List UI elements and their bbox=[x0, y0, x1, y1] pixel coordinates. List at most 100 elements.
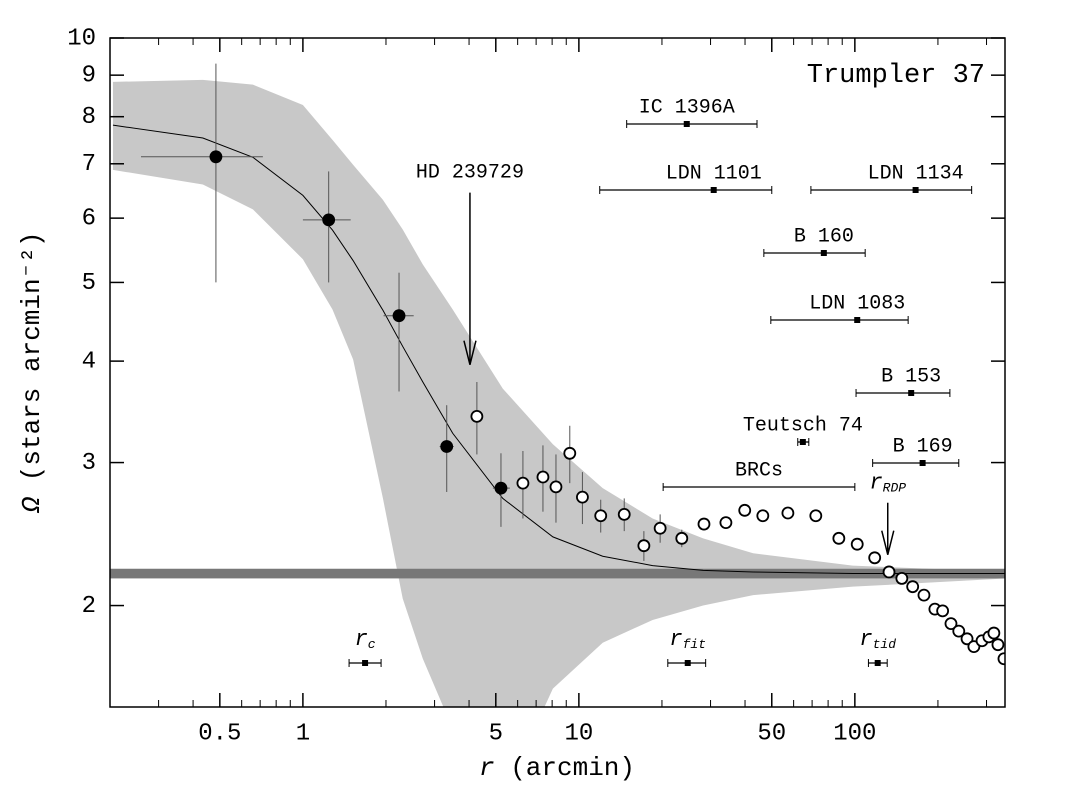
y-tick-label: 7 bbox=[82, 151, 96, 178]
x-tick-label: 0.5 bbox=[198, 720, 241, 747]
data-point bbox=[536, 470, 550, 484]
range-center bbox=[710, 187, 717, 193]
data-point bbox=[719, 516, 733, 530]
data-point bbox=[594, 509, 608, 523]
data-point bbox=[987, 626, 1001, 640]
data-point bbox=[991, 638, 1005, 652]
data-point bbox=[936, 604, 950, 618]
frame bbox=[109, 37, 1006, 708]
data-point bbox=[617, 507, 631, 521]
arrow-label: rRDP bbox=[869, 471, 906, 497]
x-tick-label: 50 bbox=[757, 720, 786, 747]
data-point bbox=[906, 580, 920, 594]
data-point bbox=[494, 481, 508, 495]
y-tick-label: 6 bbox=[82, 205, 96, 232]
data-point bbox=[563, 446, 577, 460]
radius-subscript: tid bbox=[873, 637, 897, 652]
range-label: BRCs bbox=[735, 459, 783, 482]
radius-center bbox=[684, 660, 691, 666]
y-tick-label: 5 bbox=[82, 270, 96, 297]
y-tick-label: 10 bbox=[67, 25, 96, 52]
data-point bbox=[653, 521, 667, 535]
range-label: LDN 1083 bbox=[809, 292, 905, 315]
radius-label: rtid bbox=[859, 627, 896, 653]
arrow-symbol: r bbox=[869, 471, 882, 496]
data-point bbox=[697, 517, 711, 531]
y-tick-label: 8 bbox=[82, 104, 96, 131]
data-point bbox=[470, 409, 484, 423]
data-point bbox=[440, 440, 454, 453]
data-point bbox=[868, 551, 882, 565]
y-axis-label: Ω (stars arcmin⁻²) bbox=[17, 232, 47, 514]
data-point bbox=[850, 537, 864, 551]
range-center bbox=[919, 460, 926, 466]
data-point bbox=[944, 617, 958, 631]
background-level bbox=[110, 568, 1005, 579]
data-point bbox=[637, 539, 651, 553]
data-point bbox=[392, 309, 406, 323]
data-point bbox=[576, 490, 589, 504]
arrow-text: HD 239729 bbox=[416, 162, 524, 185]
data-point bbox=[960, 632, 974, 646]
radius-label: rfit bbox=[669, 627, 706, 653]
data-point bbox=[209, 150, 223, 164]
radius-symbol: r bbox=[669, 627, 682, 652]
range-center bbox=[912, 187, 919, 193]
data-point bbox=[322, 213, 336, 227]
range-label: Teutsch 74 bbox=[743, 414, 863, 437]
range-center bbox=[854, 317, 861, 323]
radius-symbol: r bbox=[859, 627, 872, 652]
x-label-text: (arcmin) bbox=[510, 753, 635, 783]
uncertainty-band bbox=[112, 79, 1005, 707]
data-point bbox=[917, 588, 931, 602]
radius-subscript: c bbox=[368, 637, 376, 652]
radius-center bbox=[874, 660, 881, 666]
data-point bbox=[516, 476, 530, 490]
y-tick-label: 4 bbox=[82, 348, 96, 375]
y-label-symbol: Ω bbox=[17, 496, 47, 513]
data-point bbox=[997, 652, 1005, 666]
data-point bbox=[738, 503, 752, 517]
data-point bbox=[549, 480, 563, 494]
radius-symbol: r bbox=[355, 627, 368, 652]
arrow-subscript: RDP bbox=[883, 481, 907, 496]
data-point bbox=[952, 624, 966, 638]
data-point bbox=[756, 509, 770, 523]
range-label: B 160 bbox=[794, 225, 854, 248]
range-label: B 169 bbox=[893, 435, 953, 458]
x-tick-label: 10 bbox=[564, 720, 593, 747]
range-center bbox=[683, 121, 690, 127]
range-label: IC 1396A bbox=[639, 96, 735, 119]
range-label: LDN 1101 bbox=[666, 162, 762, 185]
data-point bbox=[809, 509, 823, 523]
radius-center bbox=[362, 660, 369, 666]
y-tick-label: 9 bbox=[82, 62, 96, 89]
model-curve bbox=[112, 124, 1005, 575]
data-point bbox=[882, 565, 896, 579]
range-label: B 153 bbox=[881, 365, 941, 388]
overlay: 0.5 1 5 10 50 100 2 3 4 5 6 7 8 9 10 IC 1396A LDN 1101 LD… bbox=[67, 25, 1005, 747]
radius-subscript: fit bbox=[683, 637, 706, 652]
x-tick-label: 5 bbox=[489, 720, 503, 747]
arrow-head bbox=[881, 530, 895, 555]
range-label: LDN 1134 bbox=[868, 162, 964, 185]
plot-area bbox=[110, 63, 1005, 707]
range-center bbox=[820, 250, 827, 256]
chart-title: Trumpler 37 bbox=[807, 61, 985, 91]
data-point bbox=[781, 506, 795, 520]
x-tick-label: 100 bbox=[833, 720, 876, 747]
y-tick-label: 2 bbox=[82, 593, 96, 620]
x-axis-label: r (arcmin) bbox=[479, 753, 635, 783]
y-tick-label: 3 bbox=[82, 450, 96, 477]
x-tick-label: 1 bbox=[296, 720, 310, 747]
x-label-symbol: r bbox=[479, 753, 495, 783]
radius-label: rc bbox=[355, 627, 376, 653]
y-label-text: (stars arcmin⁻²) bbox=[17, 232, 47, 482]
data-point bbox=[675, 531, 689, 545]
arrow-head bbox=[463, 340, 477, 365]
range-center bbox=[908, 390, 915, 396]
arrow-label: HD 239729 bbox=[416, 162, 524, 185]
data-point bbox=[832, 531, 846, 545]
range-center bbox=[799, 439, 806, 445]
